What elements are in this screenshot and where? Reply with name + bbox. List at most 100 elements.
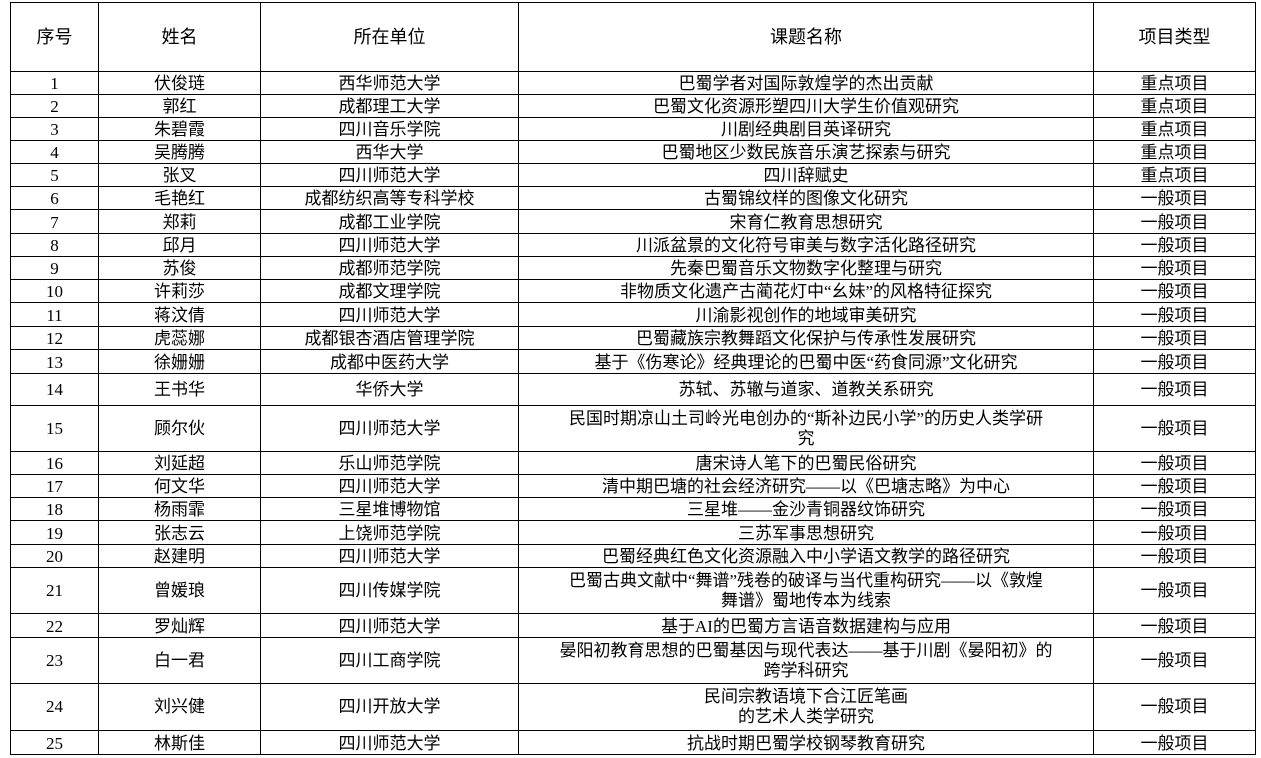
table-row: 8 邱月 四川师范大学 川派盆景的文化符号审美与数字活化路径研究 一般项目 [10,233,1256,257]
project-type: 一般项目 [1093,451,1256,475]
row-number: 7 [10,209,99,234]
affiliation: 三星堆博物馆 [260,497,519,521]
row-number: 25 [10,730,99,755]
row-number: 13 [10,349,99,374]
person-name: 朱碧霞 [98,117,261,141]
project-type: 一般项目 [1093,613,1256,638]
person-name: 张叉 [98,163,261,187]
row-number: 9 [10,256,99,280]
person-name: 张志云 [98,520,261,545]
project-type: 一般项目 [1093,373,1256,406]
project-type: 一般项目 [1093,544,1256,568]
affiliation: 四川师范大学 [260,544,519,568]
project-topic: 先秦巴蜀音乐文物数字化整理与研究 [518,256,1094,280]
table-row: 20 赵建明 四川师范大学 巴蜀经典红色文化资源融入中小学语文教学的路径研究 一般项目 [10,544,1256,568]
person-name: 曾媛琅 [98,567,261,614]
table-row: 22 罗灿辉 四川师范大学 基于AI的巴蜀方言语音数据建构与应用 一般项目 [10,613,1256,638]
affiliation: 成都纺织高等专科学校 [260,186,519,210]
project-topic: 巴蜀藏族宗教舞蹈文化保护与传承性发展研究 [518,326,1094,350]
table-row: 16 刘延超 乐山师范学院 唐宋诗人笔下的巴蜀民俗研究 一般项目 [10,451,1256,475]
table-row: 19 张志云 上饶师范学院 三苏军事思想研究 一般项目 [10,520,1256,545]
affiliation: 四川开放大学 [260,683,519,731]
affiliation: 四川师范大学 [260,405,519,452]
row-number: 8 [10,233,99,257]
project-type: 一般项目 [1093,186,1256,210]
person-name: 杨雨霏 [98,497,261,521]
project-topic: 唐宋诗人笔下的巴蜀民俗研究 [518,451,1094,475]
person-name: 郭红 [98,94,261,118]
project-topic: 民间宗教语境下合江匠笔画 的艺术人类学研究 [518,683,1094,731]
project-type: 重点项目 [1093,117,1256,141]
project-type: 一般项目 [1093,730,1256,755]
affiliation: 四川师范大学 [260,730,519,755]
person-name: 吴腾腾 [98,140,261,164]
project-topic: 四川辞赋史 [518,163,1094,187]
project-topic: 巴蜀文化资源形塑四川大学生价值观研究 [518,94,1094,118]
person-name: 刘兴健 [98,683,261,731]
table-row: 10 许莉莎 成都文理学院 非物质文化遗产古蔺花灯中“幺妹”的风格特征探究 一般项目 [10,279,1256,303]
table-row: 21 曾媛琅 四川传媒学院 巴蜀古典文献中“舞谱”残卷的破译与当代重构研究——以《敦煌… [10,567,1256,614]
project-type: 一般项目 [1093,497,1256,521]
person-name: 王书华 [98,373,261,406]
project-type: 一般项目 [1093,474,1256,498]
row-number: 24 [10,683,99,731]
project-type: 一般项目 [1093,256,1256,280]
table-row: 1 伏俊琏 西华师范大学 巴蜀学者对国际敦煌学的杰出贡献 重点项目 [10,71,1256,95]
table-row: 3 朱碧霞 四川音乐学院 川剧经典剧目英译研究 重点项目 [10,117,1256,141]
affiliation: 西华大学 [260,140,519,164]
project-type: 一般项目 [1093,637,1256,684]
affiliation: 成都银杏酒店管理学院 [260,326,519,350]
project-topic: 基于《伤寒论》经典理论的巴蜀中医“药食同源”文化研究 [518,349,1094,374]
person-name: 郑莉 [98,209,261,234]
header-topic: 课题名称 [518,2,1094,72]
project-topic: 三苏军事思想研究 [518,520,1094,545]
project-topic: 川渝影视创作的地域审美研究 [518,302,1094,327]
project-topic: 基于AI的巴蜀方言语音数据建构与应用 [518,613,1094,638]
person-name: 徐姗姗 [98,349,261,374]
person-name: 顾尔伙 [98,405,261,452]
project-type: 重点项目 [1093,163,1256,187]
person-name: 白一君 [98,637,261,684]
affiliation: 四川工商学院 [260,637,519,684]
person-name: 刘延超 [98,451,261,475]
header-no: 序号 [10,2,99,72]
project-type: 一般项目 [1093,349,1256,374]
row-number: 3 [10,117,99,141]
table-row: 25 林斯佳 四川师范大学 抗战时期巴蜀学校钢琴教育研究 一般项目 [10,730,1256,755]
project-topic: 清中期巴塘的社会经济研究——以《巴塘志略》为中心 [518,474,1094,498]
person-name: 伏俊琏 [98,71,261,95]
row-number: 23 [10,637,99,684]
table-row: 6 毛艳红 成都纺织高等专科学校 古蜀锦纹样的图像文化研究 一般项目 [10,186,1256,210]
row-number: 12 [10,326,99,350]
affiliation: 上饶师范学院 [260,520,519,545]
project-type: 一般项目 [1093,209,1256,234]
affiliation: 四川师范大学 [260,613,519,638]
row-number: 21 [10,567,99,614]
project-type: 一般项目 [1093,405,1256,452]
affiliation: 四川师范大学 [260,474,519,498]
table-row: 4 吴腾腾 西华大学 巴蜀地区少数民族音乐演艺探索与研究 重点项目 [10,140,1256,164]
project-topic: 巴蜀经典红色文化资源融入中小学语文教学的路径研究 [518,544,1094,568]
row-number: 6 [10,186,99,210]
project-list-table: 序号 姓名 所在单位 课题名称 项目类型 1 伏俊琏 西华师范大学 巴蜀学者对国际敦煌… [10,2,1256,755]
project-type: 一般项目 [1093,279,1256,303]
person-name: 苏俊 [98,256,261,280]
table-row: 17 何文华 四川师范大学 清中期巴塘的社会经济研究——以《巴塘志略》为中心 一般项目 [10,474,1256,498]
project-topic: 抗战时期巴蜀学校钢琴教育研究 [518,730,1094,755]
person-name: 虎蕊娜 [98,326,261,350]
table-row: 2 郭红 成都理工大学 巴蜀文化资源形塑四川大学生价值观研究 重点项目 [10,94,1256,118]
affiliation: 成都文理学院 [260,279,519,303]
affiliation: 成都工业学院 [260,209,519,234]
row-number: 11 [10,302,99,327]
person-name: 许莉莎 [98,279,261,303]
header-name: 姓名 [98,2,261,72]
row-number: 4 [10,140,99,164]
table-row: 11 蒋汶倩 四川师范大学 川渝影视创作的地域审美研究 一般项目 [10,302,1256,327]
row-number: 15 [10,405,99,452]
row-number: 16 [10,451,99,475]
project-topic: 川剧经典剧目英译研究 [518,117,1094,141]
project-topic: 苏轼、苏辙与道家、道教关系研究 [518,373,1094,406]
project-type: 一般项目 [1093,520,1256,545]
table-row: 15 顾尔伙 四川师范大学 民国时期凉山土司岭光电创办的“斯补边民小学”的历史人类学研… [10,405,1256,452]
table-row: 18 杨雨霏 三星堆博物馆 三星堆——金沙青铜器纹饰研究 一般项目 [10,497,1256,521]
